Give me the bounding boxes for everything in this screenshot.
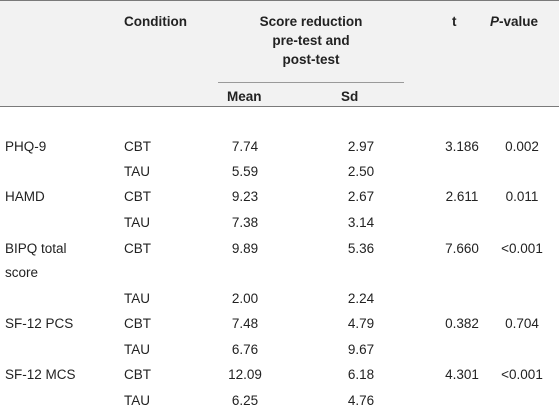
table-top-rule <box>0 0 559 1</box>
row-sd: 3.14 <box>347 215 375 230</box>
row-sd: 2.24 <box>347 291 375 306</box>
row-p: 0.704 <box>505 316 539 331</box>
row-mean: 6.76 <box>231 342 259 357</box>
row-sd: 4.79 <box>347 316 375 331</box>
row-label: HAMD <box>5 189 45 204</box>
row-label-line2: score <box>5 265 39 280</box>
header-p-value: P-value <box>490 14 538 30</box>
row-p: <0.001 <box>501 241 543 256</box>
header-mean: Mean <box>227 89 262 104</box>
row-sd: 2.97 <box>347 139 375 154</box>
header-t: t <box>452 14 457 29</box>
row-condition: TAU <box>124 393 150 408</box>
row-sd: 9.67 <box>347 342 375 357</box>
header-band <box>0 0 559 106</box>
header-p-italic: P <box>490 14 500 29</box>
row-p: <0.001 <box>501 367 543 382</box>
row-mean: 5.59 <box>231 164 259 179</box>
row-sd: 2.50 <box>347 164 375 179</box>
row-condition: TAU <box>124 215 150 230</box>
row-condition: CBT <box>124 367 151 382</box>
row-p: 0.002 <box>505 139 539 154</box>
row-label: SF-12 MCS <box>5 367 76 382</box>
row-mean: 7.74 <box>231 139 259 154</box>
row-label: PHQ-9 <box>5 139 47 154</box>
row-t: 7.660 <box>445 241 479 256</box>
header-score-reduction-2: pre-test and <box>272 33 350 48</box>
header-bottom-rule <box>0 106 559 107</box>
row-label: BIPQ total <box>5 241 67 256</box>
row-condition: CBT <box>124 139 151 154</box>
row-condition: CBT <box>124 241 151 256</box>
row-mean: 12.09 <box>228 367 262 382</box>
row-condition: TAU <box>124 164 150 179</box>
row-t: 3.186 <box>445 139 479 154</box>
header-condition: Condition <box>124 14 187 29</box>
row-t: 2.611 <box>445 189 479 204</box>
row-sd: 6.18 <box>347 367 375 382</box>
row-condition: CBT <box>124 189 151 204</box>
row-sd: 5.36 <box>347 241 375 256</box>
row-label: SF-12 PCS <box>5 316 74 331</box>
header-sd: Sd <box>341 89 359 104</box>
row-condition: TAU <box>124 342 150 357</box>
header-score-reduction-1: Score reduction <box>259 14 363 29</box>
header-p-suffix: -value <box>499 14 539 29</box>
row-mean: 6.25 <box>231 393 259 408</box>
row-mean: 2.00 <box>231 291 259 306</box>
score-reduction-underline <box>218 82 404 83</box>
row-sd: 2.67 <box>347 189 375 204</box>
row-mean: 9.89 <box>231 241 259 256</box>
row-mean: 7.38 <box>231 215 259 230</box>
header-score-reduction-3: post-test <box>282 52 340 67</box>
row-mean: 9.23 <box>231 189 259 204</box>
row-mean: 7.48 <box>231 316 259 331</box>
row-condition: CBT <box>124 316 151 331</box>
row-t: 4.301 <box>445 367 479 382</box>
row-sd: 4.76 <box>347 393 375 408</box>
row-p: 0.011 <box>505 189 539 204</box>
row-condition: TAU <box>124 291 150 306</box>
row-t: 0.382 <box>445 316 479 331</box>
